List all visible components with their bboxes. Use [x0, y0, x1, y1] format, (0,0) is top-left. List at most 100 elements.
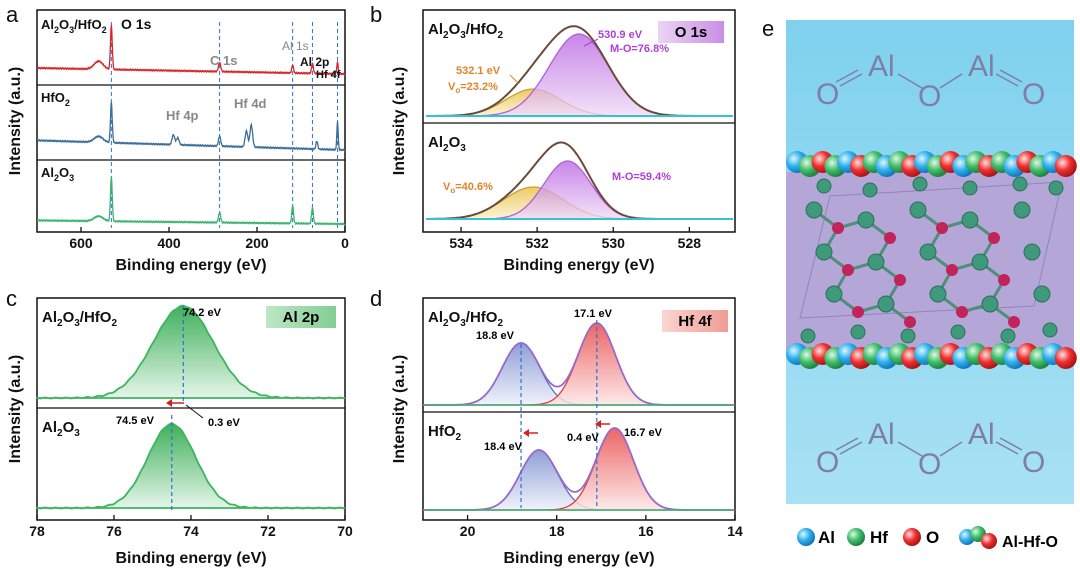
- lattice-atom-hf: [1012, 176, 1028, 192]
- d-top-peak1-label: 18.8 eV: [476, 330, 515, 342]
- lattice-atom-hf: [1000, 328, 1016, 344]
- panel-b: O 1s Al2O3/HfO2 Al2O3 530.9 eV M-O=76.8%…: [391, 9, 736, 274]
- peak-label-hf4p: Hf 4p: [166, 108, 199, 123]
- e-mol-bot-bond-5: [999, 437, 1023, 451]
- lattice-atom-hf: [1042, 322, 1058, 338]
- lattice-atom-o: [946, 264, 958, 276]
- series-label-b-top: Al2O3/HfO2: [428, 21, 503, 41]
- e-mol-bot-o3: O: [1022, 446, 1045, 479]
- e-crystal-lattice: [799, 176, 1064, 344]
- d-shift-arrowhead-1: [523, 429, 529, 437]
- x-tick-label: 532: [525, 235, 549, 251]
- panel-a-ylabel: Intensity (a.u.): [7, 67, 24, 175]
- lattice-atom-hf: [962, 180, 978, 196]
- lattice-atom-hf: [1048, 180, 1064, 196]
- lattice-atom-hf: [857, 211, 875, 229]
- panel-d-ylabel: Intensity (a.u.): [391, 355, 408, 463]
- b-top-ov-fraction: Vo=23.2%: [448, 81, 498, 95]
- x-tick-label: 600: [69, 235, 93, 251]
- series-label-al2o3: Al2O3: [41, 165, 74, 183]
- lattice-atom-o: [988, 232, 1000, 244]
- series-label-d-bottom: HfO2: [428, 423, 462, 443]
- e-mol-top-o1: O: [816, 78, 839, 111]
- panel-d-xlabel: Binding energy (eV): [503, 550, 654, 567]
- panel-b-frame: [422, 9, 736, 233]
- series-label-b-bottom: Al2O3: [428, 134, 466, 154]
- e-mol-top-bond-6: [995, 73, 1019, 87]
- e-mol-bot-al2: Al: [968, 418, 995, 451]
- e-mol-bot-bond-2: [839, 441, 863, 455]
- x-tick-label: 74: [183, 523, 199, 539]
- panel-letter-d: d: [370, 286, 382, 311]
- legend-alhfo-o: [981, 533, 997, 549]
- panel-e: O Al O Al O O Al O Al O Al Hf O: [786, 20, 1077, 551]
- badge-hf4f-text: Hf 4f: [678, 313, 712, 330]
- panel-a: Al2O3/HfO2 HfO2 Al2O3 O 1s C 1s Al 1s Al…: [7, 9, 349, 274]
- e-mol-top-al1: Al: [868, 50, 895, 83]
- e-molecule-top-atoms: O Al O Al O: [816, 50, 1045, 113]
- lattice-atom-hf: [877, 295, 895, 313]
- e-mol-top-bond-5: [999, 69, 1023, 83]
- x-tick-label: 72: [260, 523, 276, 539]
- lattice-atom-hf: [971, 253, 989, 271]
- legend-hf-label: Hf: [870, 528, 888, 547]
- lattice-atom-hf: [981, 295, 999, 313]
- legend-hf-swatch: [847, 528, 865, 546]
- panel-b-xlabel: Binding energy (eV): [503, 257, 654, 274]
- lattice-atom-o: [832, 222, 844, 234]
- peak-label-c1s: C 1s: [210, 53, 237, 68]
- badge-hf4f: [662, 310, 728, 332]
- e-mol-top-bond-3: [897, 73, 923, 89]
- lattice-atom-hf: [900, 328, 916, 344]
- panel-letter-a: a: [6, 2, 19, 27]
- series-line-hfo2: [36, 102, 346, 152]
- x-tick-label: 20: [460, 523, 476, 539]
- e-mol-bot-bond-3: [897, 441, 923, 457]
- badge-o1s-text: O 1s: [675, 24, 708, 41]
- x-tick-label: 400: [157, 235, 181, 251]
- series-line-al2o3: [36, 176, 346, 226]
- x-tick-label: 0: [341, 235, 349, 251]
- panel-d-frame: [422, 297, 736, 521]
- lattice-atom-hf: [815, 243, 833, 261]
- b-top-mo-energy: 530.9 eV: [598, 29, 643, 41]
- e-mol-bot-bond-4: [939, 441, 963, 457]
- al2p-peak-top: [36, 304, 346, 400]
- lattice-atom-hf: [912, 176, 928, 192]
- x-tick-label: 18: [549, 523, 565, 539]
- peak-label-o1s: O 1s: [121, 16, 152, 32]
- e-molecule-bottom-atoms: O Al O Al O: [816, 418, 1045, 481]
- peak-label-hf4f: Hf 4f: [316, 69, 341, 81]
- d-bot-peak1-label: 18.4 eV: [484, 441, 523, 453]
- series-label-c-bottom: Al2O3: [42, 419, 80, 439]
- lattice-atom-hf: [850, 324, 866, 340]
- e-mol-top-bond-4: [939, 73, 963, 89]
- e-mol-bot-o2: O: [918, 448, 941, 481]
- e-mol-top-bond-1: [835, 69, 859, 83]
- e-interface-row-top: [786, 151, 1077, 177]
- peak-label-al1s: Al 1s: [282, 39, 309, 53]
- series-label-c-top: Al2O3/HfO2: [42, 309, 117, 329]
- lattice-atom-hf: [825, 285, 843, 303]
- lattice-atom-hf: [800, 328, 816, 344]
- e-mol-bot-al1: Al: [868, 418, 895, 451]
- c-bot-peak-label: 74.5 eV: [116, 415, 155, 427]
- d-top-peak2-label: 17.1 eV: [574, 308, 613, 320]
- lattice-atom-o: [956, 306, 968, 318]
- b-top-mo-pointer: [583, 38, 599, 47]
- lattice-atom-hf: [816, 178, 832, 194]
- al2p-peak-bottom: [36, 422, 346, 510]
- lattice-atom-o: [904, 316, 916, 328]
- panel-d: Hf 4f Al2O3/HfO2 HfO2 18.8 eV 17.1 eV 18…: [391, 297, 743, 567]
- x-tick-label: 14: [727, 523, 743, 539]
- lattice-atom-hf: [1013, 201, 1031, 219]
- lattice-atom-o: [936, 222, 948, 234]
- lattice-atom-o: [894, 274, 906, 286]
- peak-label-hf4d: Hf 4d: [234, 96, 267, 111]
- o-atom: [1054, 347, 1077, 369]
- panel-a-xlabel: Binding energy (eV): [115, 257, 266, 274]
- series-line-al2o3-hfo2: [36, 24, 346, 76]
- e-molecule-top: [835, 69, 1023, 89]
- lattice-atom-hf: [867, 253, 885, 271]
